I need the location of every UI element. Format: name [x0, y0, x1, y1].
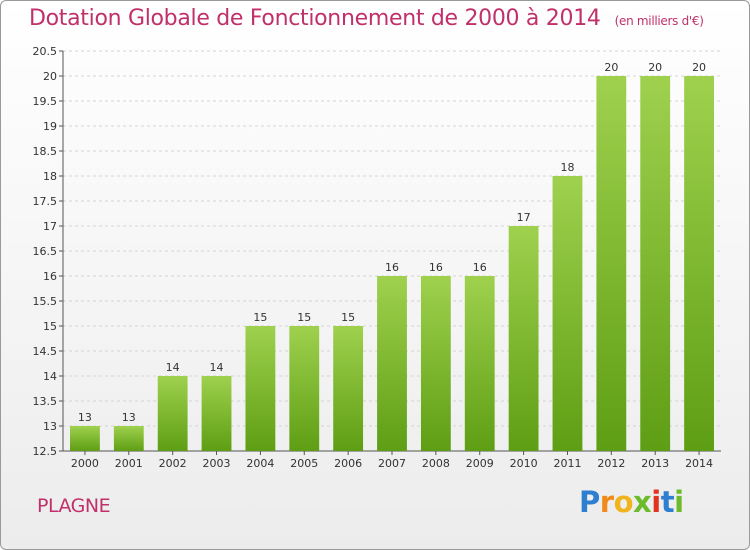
bar-value-labels: 13 13 14 14 15 15 15 16 16 16 17 18 20 20 20	[78, 61, 706, 424]
logo-letter: r	[599, 485, 614, 519]
y-tick-label: 14.5	[33, 345, 58, 358]
y-tick-label: 14	[43, 370, 57, 383]
bar-2012[interactable]	[596, 76, 627, 451]
x-tick-label-2001: 2001	[115, 457, 143, 470]
x-tick-label-2007: 2007	[378, 457, 406, 470]
bar-2003[interactable]	[201, 376, 232, 451]
bar-value-label-2004: 15	[253, 311, 267, 324]
bar-2011[interactable]	[552, 176, 583, 451]
bar-value-label-2002: 14	[166, 361, 180, 374]
bar-2002[interactable]	[157, 376, 188, 451]
x-tick-label-2003: 2003	[203, 457, 231, 470]
bar-2001[interactable]	[113, 426, 144, 451]
bar-value-label-2003: 14	[210, 361, 224, 374]
x-tick-label-2009: 2009	[466, 457, 494, 470]
chart-title-text: Dotation Globale de Fonctionnement de 20…	[29, 6, 601, 31]
bar-value-label-2001: 13	[122, 411, 136, 424]
y-tick-label: 20.5	[33, 45, 58, 58]
bar-value-label-2009: 16	[473, 261, 487, 274]
x-tick-label-2002: 2002	[159, 457, 187, 470]
logo-letter: i	[651, 485, 661, 519]
y-tick-label: 18	[43, 170, 57, 183]
y-tick-label: 13	[43, 420, 57, 433]
y-tick-label: 20	[43, 70, 57, 83]
y-tick-label: 15.5	[33, 295, 58, 308]
logo-letter: t	[660, 485, 675, 519]
y-tick-label: 18.5	[33, 145, 58, 158]
x-tick-label-2010: 2010	[510, 457, 538, 470]
y-tick-label: 19	[43, 120, 57, 133]
logo-letter: x	[633, 485, 652, 519]
y-tick-label: 13.5	[33, 395, 58, 408]
logo-letter: o	[613, 485, 634, 519]
bar-2007[interactable]	[377, 276, 407, 451]
y-tick-labels: 12.5 13 13.5 14 14.5 15 15.5 16 16.5 17 17.5 18 18.5…	[33, 45, 58, 458]
bar-value-label-2011: 18	[560, 161, 574, 174]
bar-2004[interactable]	[245, 326, 276, 451]
bar-value-label-2013: 20	[648, 61, 662, 74]
bar-value-label-2010: 17	[517, 211, 531, 224]
bars	[70, 76, 714, 451]
y-tick-label: 16	[43, 270, 57, 283]
bar-2013[interactable]	[640, 76, 671, 451]
bar-value-label-2012: 20	[604, 61, 618, 74]
bar-value-label-2005: 15	[297, 311, 311, 324]
bar-value-label-2008: 16	[429, 261, 443, 274]
x-tick-label-2008: 2008	[422, 457, 450, 470]
bar-2000[interactable]	[70, 426, 100, 451]
bar-2006[interactable]	[333, 326, 364, 451]
bar-2010[interactable]	[508, 226, 539, 451]
bar-value-label-2007: 16	[385, 261, 399, 274]
bar-2008[interactable]	[420, 276, 451, 451]
bar-2014[interactable]	[684, 76, 714, 451]
bar-value-label-2014: 20	[692, 61, 706, 74]
y-tick-label: 17.5	[33, 195, 58, 208]
x-tick-label-2014: 2014	[685, 457, 713, 470]
bar-value-label-2000: 13	[78, 411, 92, 424]
bar-2009[interactable]	[464, 276, 495, 451]
x-tick-label-2006: 2006	[334, 457, 362, 470]
logo-letter: i	[674, 485, 684, 519]
bar-value-label-2006: 15	[341, 311, 355, 324]
chart-subtitle: (en milliers d'€)	[614, 14, 704, 28]
x-tick-label-2004: 2004	[246, 457, 274, 470]
y-tick-label: 16.5	[33, 245, 58, 258]
x-tick-label-2005: 2005	[290, 457, 318, 470]
x-tick-label-2012: 2012	[597, 457, 625, 470]
commune-name: PLAGNE	[37, 495, 111, 517]
y-tick-label: 19.5	[33, 95, 58, 108]
y-tick-label: 15	[43, 320, 57, 333]
x-tick-label-2011: 2011	[553, 457, 581, 470]
x-tick-label-2013: 2013	[641, 457, 669, 470]
logo-letter: P	[579, 485, 600, 519]
x-tick-labels: 2000 2001 2002 2003 2004 2005 2006 2007 2008 2009…	[71, 457, 713, 470]
bar-2005[interactable]	[289, 326, 320, 451]
proxiti-logo[interactable]: Proxiti	[579, 485, 684, 519]
y-tick-label: 12.5	[33, 445, 58, 458]
y-tick-label: 17	[43, 220, 57, 233]
x-tick-label-2000: 2000	[71, 457, 99, 470]
chart-title: Dotation Globale de Fonctionnement de 20…	[29, 6, 704, 31]
